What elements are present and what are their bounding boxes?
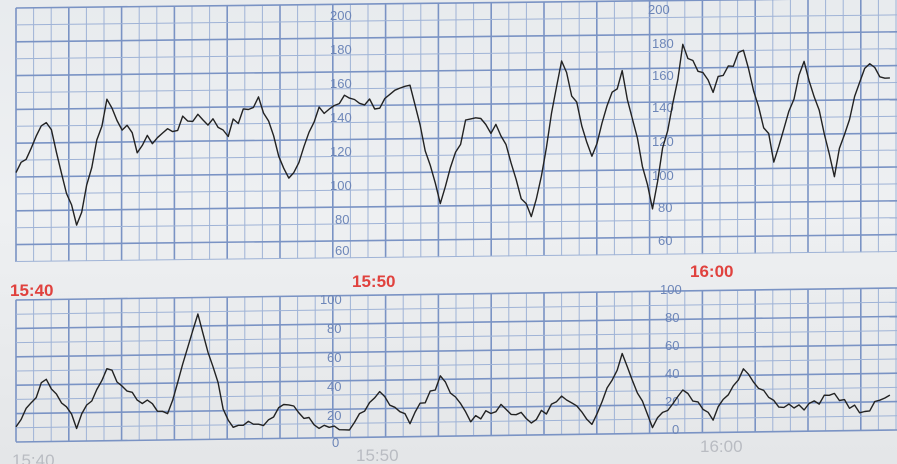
toco-tick-100-r: 100 (660, 282, 682, 297)
fhr-tick-200-r: 200 (648, 2, 670, 17)
toco-tick-80: 80 (327, 321, 341, 336)
fhr-tick-140-r: 140 (652, 100, 674, 115)
toco-grid (15, 287, 897, 443)
fhr-grid-hline (15, 183, 897, 195)
ghost-time-labels: 15:40 15:50 16:00 (12, 437, 743, 464)
fhr-tick-180: 180 (330, 42, 352, 57)
fhr-tick-120-r: 120 (652, 134, 674, 149)
fhr-tick-100: 100 (330, 178, 352, 193)
fhr-grid-hline (15, 31, 897, 43)
toco-tick-40: 40 (327, 379, 341, 394)
toco-tick-40-r: 40 (665, 366, 679, 381)
fhr-grid-hline (15, 132, 897, 144)
fhr-tick-160-r: 160 (652, 68, 674, 83)
fhr-grid-hline (15, 82, 897, 93)
fhr-tick-180-r: 180 (652, 36, 674, 51)
toco-tick-0: 0 (332, 435, 339, 450)
ghost-time-1540: 15:40 (12, 451, 55, 464)
fhr-tick-80-r: 80 (658, 200, 672, 215)
toco-tick-20-r: 20 (665, 394, 679, 409)
fhr-grid-hline (15, 64, 897, 77)
fhr-tick-200: 200 (330, 8, 352, 23)
toco-tick-labels: 100 80 60 40 20 0 100 80 60 40 20 0 (320, 282, 682, 450)
toco-tick-80-r: 80 (665, 310, 679, 325)
toco-grid-hline (15, 301, 897, 315)
fhr-tick-160: 160 (330, 76, 352, 91)
fhr-tick-60: 60 (335, 243, 349, 258)
toco-grid-hline (15, 344, 897, 358)
time-label-1540: 15:40 (10, 281, 53, 300)
ghost-time-1600: 16:00 (700, 437, 743, 456)
toco-grid-hline (15, 415, 897, 429)
toco-trace (15, 313, 891, 431)
traces (15, 43, 891, 431)
fhr-grid-hline (15, 166, 897, 178)
toco-tick-0-r: 0 (672, 422, 679, 437)
ghost-time-1550: 15:50 (356, 446, 399, 464)
toco-tick-60: 60 (327, 350, 341, 365)
fhr-grid-hline (15, 149, 897, 161)
fhr-grid (15, 0, 897, 262)
toco-grid-hline (15, 330, 897, 344)
time-labels: 15:40 15:50 16:00 (10, 262, 733, 300)
toco-tick-100: 100 (320, 292, 342, 307)
fhr-grid-hline (15, 233, 897, 246)
fhr-tick-120: 120 (330, 144, 352, 159)
fhr-grid-hline (15, 48, 897, 60)
toco-tick-20: 20 (327, 408, 341, 423)
fhr-tick-80: 80 (335, 212, 349, 227)
fhr-grid-hline (15, 98, 897, 111)
toco-grid-hline (15, 315, 897, 330)
toco-grid-hline (15, 386, 897, 400)
toco-grid-hline (15, 287, 897, 301)
fhr-tick-labels: 200 180 160 140 120 100 80 60 200 180 16… (330, 2, 674, 258)
fhr-grid-hline (15, 14, 897, 26)
fhr-grid-hline (15, 115, 897, 127)
fhr-trace (15, 43, 890, 226)
fhr-grid-hline (15, 217, 897, 229)
fhr-tick-140: 140 (330, 110, 352, 125)
time-label-1600: 16:00 (690, 262, 733, 281)
fhr-grid-hline (15, 0, 792, 9)
toco-grid-hline (15, 358, 897, 372)
toco-grid-hline (15, 372, 897, 386)
toco-grid-hline (15, 429, 897, 443)
time-label-1550: 15:50 (352, 272, 395, 291)
fhr-tick-60-r: 60 (658, 233, 672, 248)
fhr-grid-hline (15, 251, 897, 262)
toco-tick-60-r: 60 (665, 338, 679, 353)
fhr-grid-hline (15, 200, 897, 212)
fhr-tick-100-r: 100 (652, 168, 674, 183)
